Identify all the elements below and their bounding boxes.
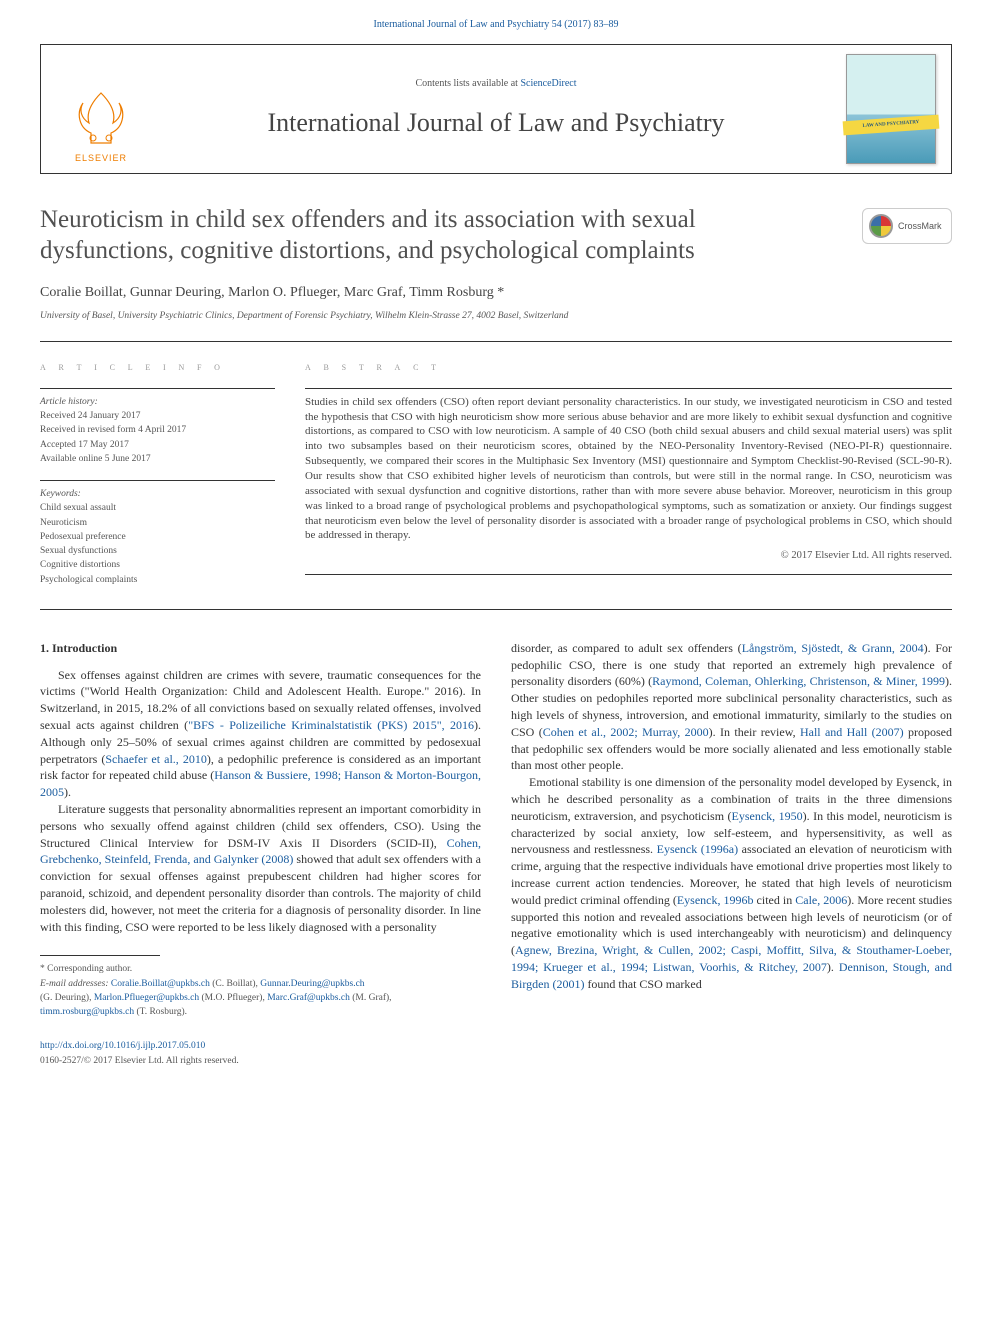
ref-raymond[interactable]: Raymond, Coleman, Ohlerking, Christenson…: [652, 674, 945, 688]
ref-eysenck1996b[interactable]: Eysenck, 1996b: [677, 893, 754, 907]
abstract-copyright: © 2017 Elsevier Ltd. All rights reserved…: [305, 549, 952, 564]
article-info-column: a r t i c l e i n f o Article history: R…: [40, 360, 275, 600]
ref-eysenck1996a[interactable]: Eysenck (1996a): [657, 842, 739, 856]
issn-copyright: 0160-2527/© 2017 Elsevier Ltd. All right…: [40, 1054, 952, 1068]
email-line-3: timm.rosburg@upkbs.ch (T. Rosburg).: [40, 1005, 481, 1019]
ref-cohen-murray[interactable]: Cohen et al., 2002; Murray, 2000: [543, 725, 709, 739]
history-accepted: Accepted 17 May 2017: [40, 438, 275, 452]
ref-hall[interactable]: Hall and Hall (2007): [800, 725, 904, 739]
elsevier-wordmark: ELSEVIER: [75, 152, 127, 165]
col2-para-1: disorder, as compared to adult sex offen…: [511, 640, 952, 774]
keywords-label: Keywords:: [40, 487, 275, 501]
abstract-rule: [305, 388, 952, 389]
ref-langstrom[interactable]: Långström, Sjöstedt, & Grann, 2004: [742, 641, 924, 655]
ref-eysenck1950[interactable]: Eysenck, 1950: [732, 809, 803, 823]
keyword-5: Psychological complaints: [40, 573, 275, 587]
intro-para-2: Literature suggests that personality abn…: [40, 801, 481, 935]
cover-cell: LAW AND PSYCHIATRY: [831, 45, 951, 173]
corresponding-star: *: [497, 285, 504, 300]
ref-cale[interactable]: Cale, 2006: [795, 893, 847, 907]
abstract-divider: [40, 609, 952, 610]
elsevier-tree-icon: [71, 88, 131, 148]
body-column-right: disorder, as compared to adult sex offen…: [511, 640, 952, 1020]
abstract-text: Studies in child sex offenders (CSO) oft…: [305, 395, 952, 543]
crossmark-badge[interactable]: CrossMark: [862, 208, 952, 244]
ref-schaefer[interactable]: Schaefer et al., 2010: [105, 752, 207, 766]
contents-available-line: Contents lists available at ScienceDirec…: [415, 77, 576, 91]
crossmark-icon: [869, 214, 893, 238]
article-title: Neuroticism in child sex offenders and i…: [40, 204, 952, 267]
authors-line: Coralie Boillat, Gunnar Deuring, Marlon …: [40, 283, 952, 303]
journal-cover-thumbnail[interactable]: LAW AND PSYCHIATRY: [846, 54, 936, 164]
intro-para-1: Sex offenses against children are crimes…: [40, 667, 481, 801]
info-rule-2: [40, 480, 275, 481]
elsevier-logo[interactable]: ELSEVIER: [61, 75, 141, 165]
col2-para-2: Emotional stability is one dimension of …: [511, 774, 952, 992]
abstract-label: a b s t r a c t: [305, 360, 952, 375]
body-column-left: 1. Introduction Sex offenses against chi…: [40, 640, 481, 1020]
email-line-1: E-mail addresses: Coralie.Boillat@upkbs.…: [40, 977, 481, 991]
keyword-0: Child sexual assault: [40, 501, 275, 515]
affiliation: University of Basel, University Psychiat…: [40, 310, 952, 323]
journal-name: International Journal of Law and Psychia…: [267, 105, 724, 141]
abstract-column: a b s t r a c t Studies in child sex off…: [305, 360, 952, 600]
header-center: Contents lists available at ScienceDirec…: [161, 45, 831, 173]
history-label: Article history:: [40, 395, 275, 409]
email-deuring[interactable]: Gunnar.Deuring@upkbs.ch: [260, 979, 364, 989]
keyword-1: Neuroticism: [40, 516, 275, 530]
page-footer: http://dx.doi.org/10.1016/j.ijlp.2017.05…: [40, 1039, 952, 1068]
ref-bfs[interactable]: "BFS - Polizeiliche Kriminalstatistik (P…: [188, 718, 474, 732]
intro-heading: 1. Introduction: [40, 640, 481, 657]
title-divider: [40, 341, 952, 342]
keyword-4: Cognitive distortions: [40, 558, 275, 572]
footnotes: * Corresponding author. E-mail addresses…: [40, 962, 481, 1019]
body-columns: 1. Introduction Sex offenses against chi…: [40, 640, 952, 1020]
article-history: Article history: Received 24 January 201…: [40, 395, 275, 466]
email-graf[interactable]: Marc.Graf@upkbs.ch: [267, 993, 350, 1003]
keywords-block: Keywords: Child sexual assault Neurotici…: [40, 487, 275, 587]
history-received: Received 24 January 2017: [40, 409, 275, 423]
running-header: International Journal of Law and Psychia…: [0, 0, 992, 40]
email-rosburg[interactable]: timm.rosburg@upkbs.ch: [40, 1007, 134, 1017]
contents-prefix: Contents lists available at: [415, 78, 520, 89]
doi-link[interactable]: http://dx.doi.org/10.1016/j.ijlp.2017.05…: [40, 1041, 205, 1051]
article-info-label: a r t i c l e i n f o: [40, 360, 275, 375]
corresponding-author-label: * Corresponding author.: [40, 962, 481, 976]
sciencedirect-link[interactable]: ScienceDirect: [520, 78, 576, 89]
history-revised: Received in revised form 4 April 2017: [40, 423, 275, 437]
email-boillat[interactable]: Coralie.Boillat@upkbs.ch: [111, 979, 210, 989]
authors-names: Coralie Boillat, Gunnar Deuring, Marlon …: [40, 285, 497, 300]
email-pflueger[interactable]: Marlon.Pflueger@upkbs.ch: [94, 993, 199, 1003]
info-rule-1: [40, 388, 275, 389]
keyword-2: Pedosexual preference: [40, 530, 275, 544]
keyword-3: Sexual dysfunctions: [40, 544, 275, 558]
citation-link[interactable]: International Journal of Law and Psychia…: [374, 19, 619, 30]
history-online: Available online 5 June 2017: [40, 452, 275, 466]
abstract-bottom-rule: [305, 574, 952, 575]
cover-banner-text: LAW AND PSYCHIATRY: [843, 114, 940, 135]
crossmark-label: CrossMark: [898, 220, 942, 233]
journal-header-box: ELSEVIER Contents lists available at Sci…: [40, 44, 952, 174]
publisher-logo-cell: ELSEVIER: [41, 45, 161, 173]
email-line-2: (G. Deuring), Marlon.Pflueger@upkbs.ch (…: [40, 991, 481, 1005]
footnote-separator: [40, 955, 160, 956]
